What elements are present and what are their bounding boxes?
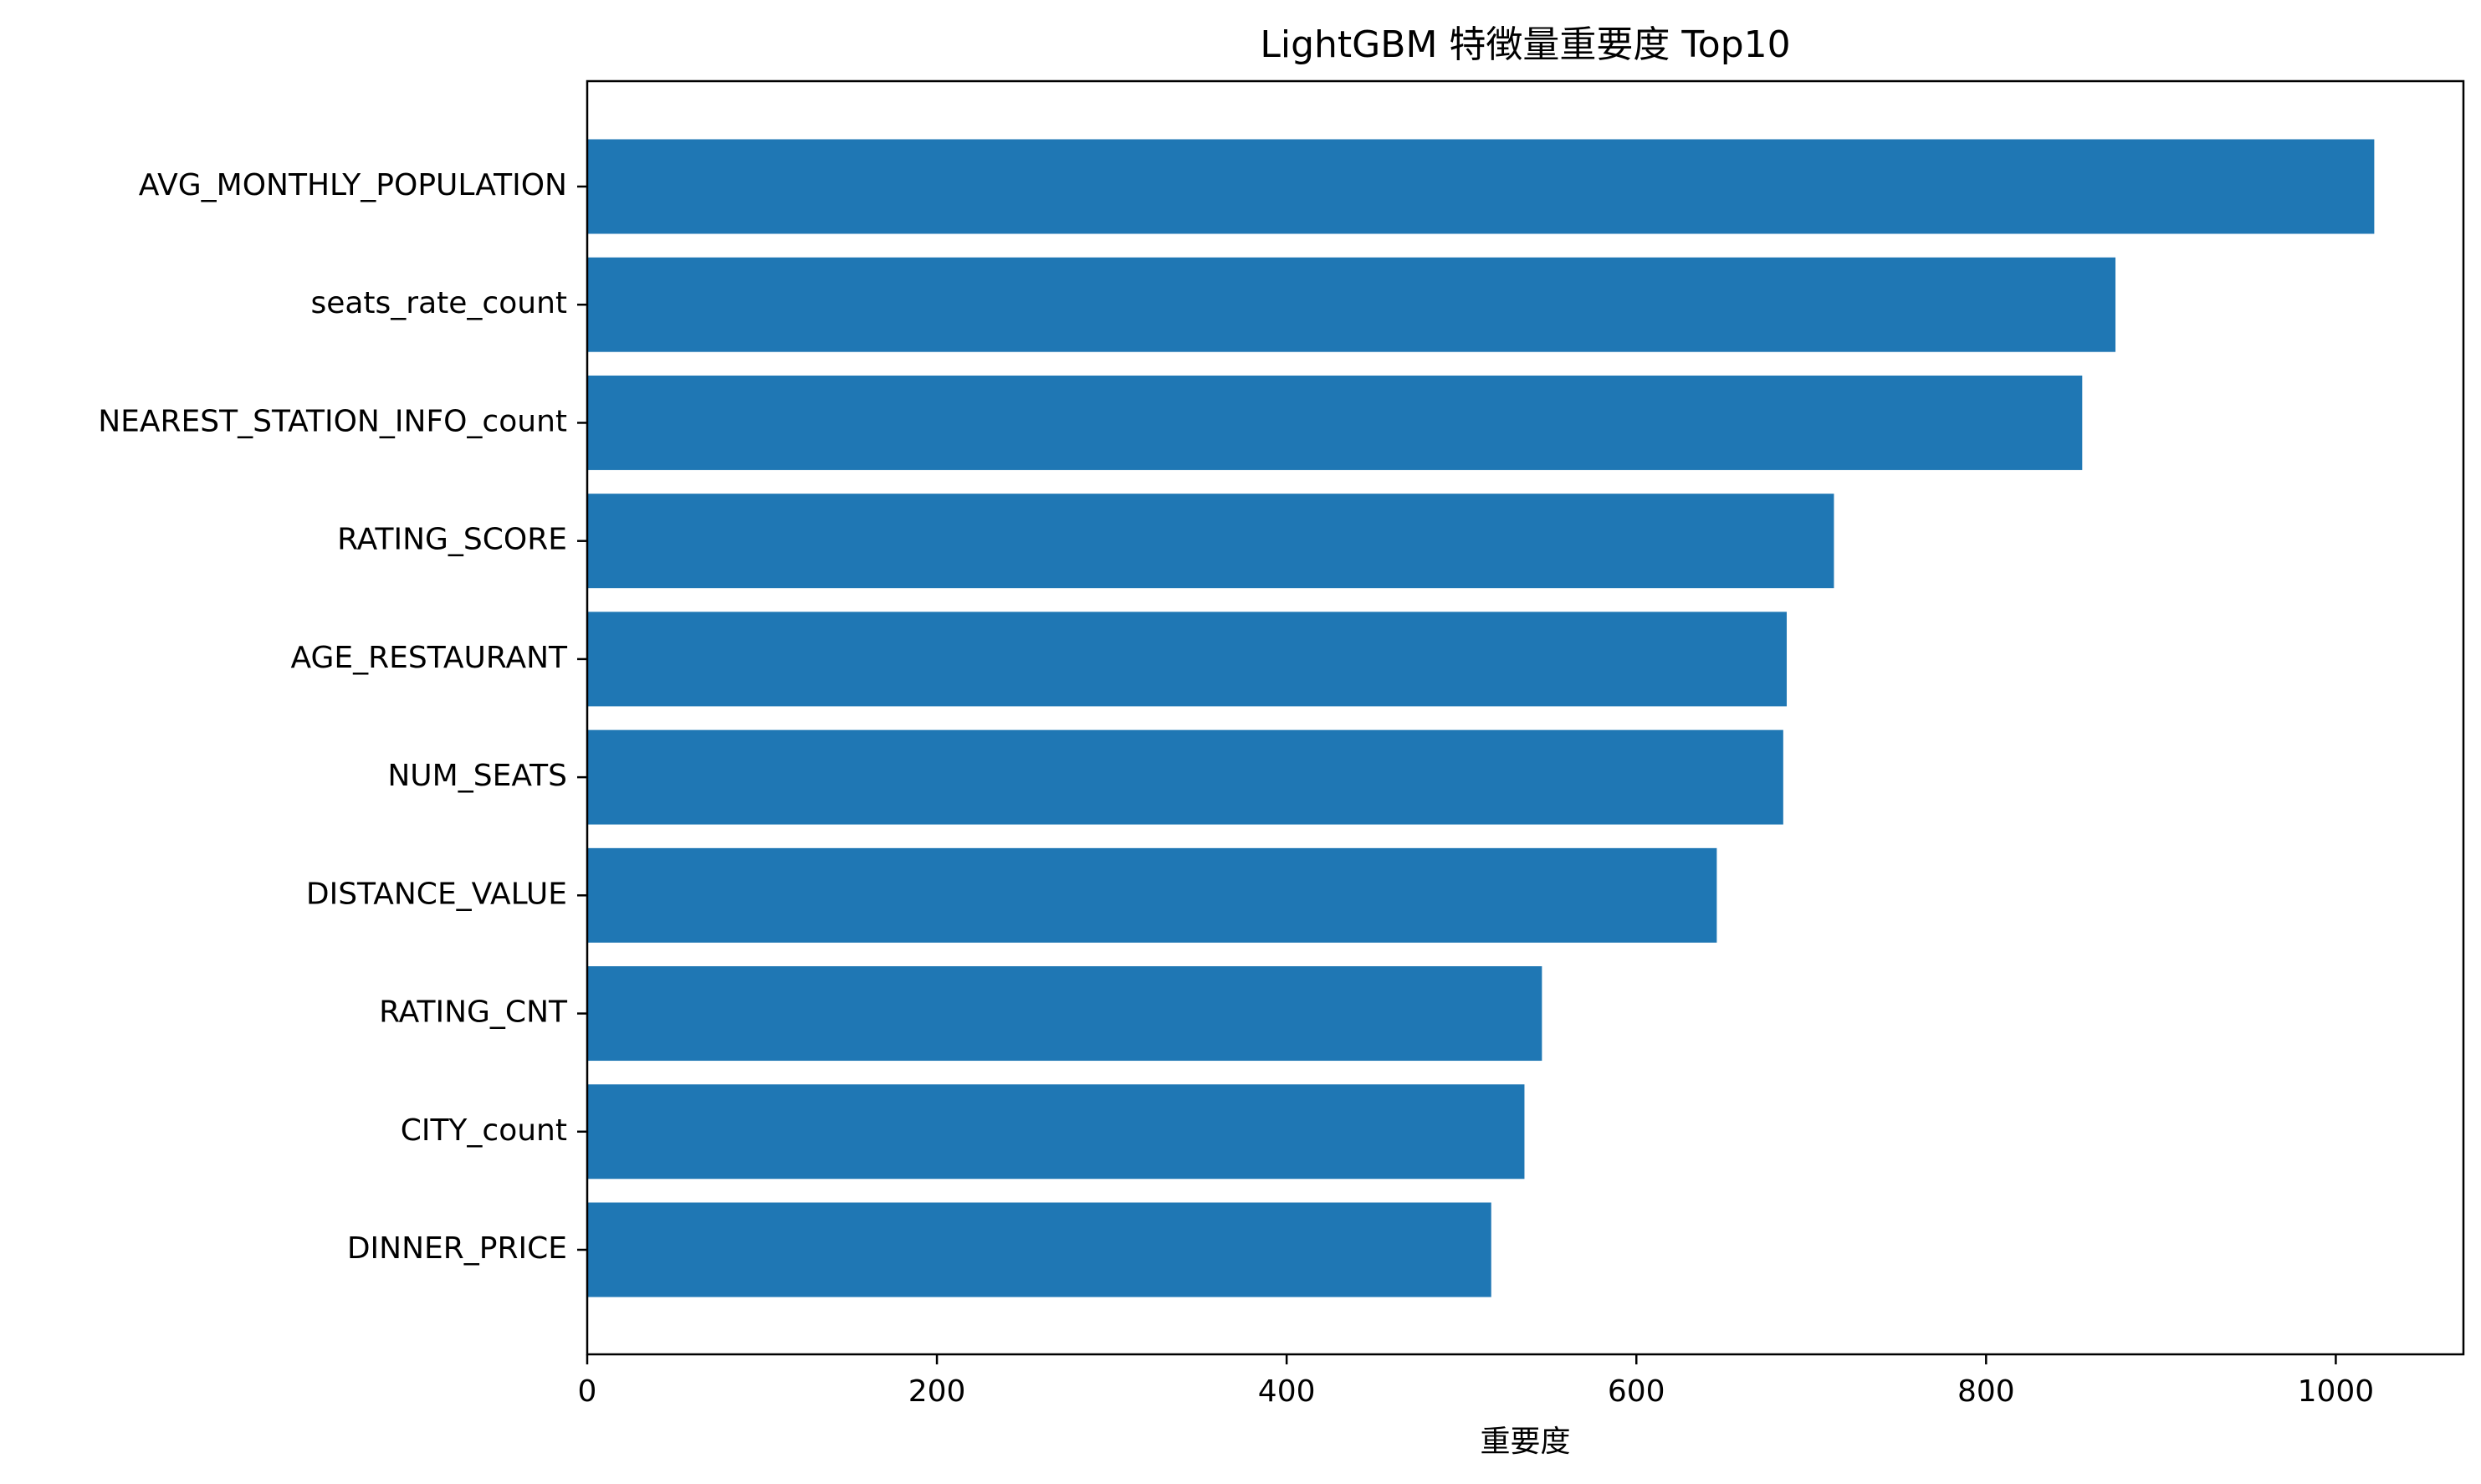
y-tick-label: AVG_MONTHLY_POPULATION [139, 168, 567, 202]
bar [587, 612, 1788, 707]
x-tick-label: 0 [578, 1374, 597, 1409]
x-tick-label: 1000 [2298, 1374, 2375, 1409]
bar [587, 1202, 1491, 1297]
y-tick-label: seats_rate_count [310, 286, 567, 320]
bars-group [587, 139, 2375, 1297]
bar [587, 729, 1783, 825]
bar [587, 494, 1834, 589]
x-tick-label: 600 [1608, 1374, 1665, 1409]
y-tick-label: DISTANCE_VALUE [306, 877, 567, 911]
y-tick-label: DINNER_PRICE [347, 1231, 567, 1266]
y-tick-label: CITY_count [401, 1113, 567, 1148]
x-axis: 0 200 400 600 800 1000 [578, 1354, 2375, 1409]
y-tick-label: NUM_SEATS [387, 759, 567, 793]
bar [587, 847, 1717, 943]
x-tick-label: 800 [1957, 1374, 2015, 1409]
x-tick-label: 200 [908, 1374, 966, 1409]
x-tick-label: 400 [1258, 1374, 1316, 1409]
bar [587, 257, 2116, 352]
bar [587, 139, 2375, 234]
bar [587, 1084, 1525, 1180]
y-axis: AVG_MONTHLY_POPULATION seats_rate_count NE… [98, 168, 587, 1266]
y-tick-label: NEAREST_STATION_INFO_count [98, 404, 567, 438]
bar [587, 966, 1542, 1062]
y-tick-label: AGE_RESTAURANT [290, 641, 568, 675]
y-tick-label: RATING_SCORE [337, 523, 567, 557]
plot-frame [586, 79, 2465, 1356]
x-axis-label: 重要度 [1480, 1425, 1570, 1459]
y-tick-label: RATING_CNT [379, 995, 568, 1030]
bar [587, 375, 2083, 470]
chart-title: LightGBM 特徴量重要度 Top10 [1260, 23, 1790, 66]
